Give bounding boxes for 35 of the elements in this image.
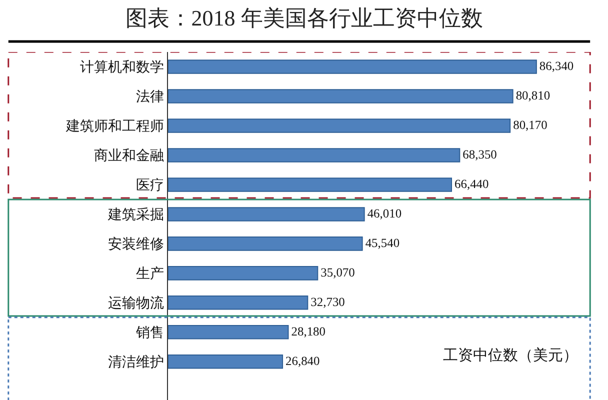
data-label: 32,730 <box>310 294 345 309</box>
y-tick-label: 建筑师和工程师 <box>65 118 164 135</box>
y-tick-label: 安装维修 <box>108 236 164 253</box>
annotation: 工资中位数（美元） <box>443 347 578 364</box>
data-label: 68,350 <box>462 148 497 162</box>
bar <box>168 296 308 310</box>
y-tick-label: 销售 <box>135 325 164 342</box>
y-tick-label: 运输物流 <box>108 296 164 312</box>
y-tick-label: 生产 <box>136 266 164 282</box>
data-label: 46,010 <box>367 206 402 221</box>
data-label: 66,440 <box>454 177 489 192</box>
y-tick-label: 医疗 <box>136 178 164 194</box>
chart-title: 图表：2018 年美国各行业工资中位数 <box>125 5 483 30</box>
bar <box>168 354 284 369</box>
bar <box>168 236 363 251</box>
bar <box>168 118 511 133</box>
bar <box>168 89 514 104</box>
data-label: 86,340 <box>539 59 574 74</box>
y-tick-label: 建筑采掘 <box>107 207 164 224</box>
y-tick-label: 清洁维护 <box>108 354 164 371</box>
data-label: 80,170 <box>513 118 548 132</box>
bar <box>168 266 318 280</box>
bar <box>168 207 365 222</box>
bar <box>168 60 537 74</box>
data-label: 35,070 <box>320 266 355 280</box>
bar <box>168 325 289 340</box>
data-label: 80,810 <box>516 88 550 103</box>
y-tick-label: 商业和金融 <box>94 148 164 164</box>
data-label: 45,540 <box>365 236 400 250</box>
y-tick-label: 法律 <box>136 89 164 106</box>
data-label: 26,840 <box>286 354 320 368</box>
bar <box>168 148 460 162</box>
bar <box>168 178 452 192</box>
data-label: 28,180 <box>291 324 326 338</box>
y-tick-label: 计算机和数学 <box>80 60 164 76</box>
